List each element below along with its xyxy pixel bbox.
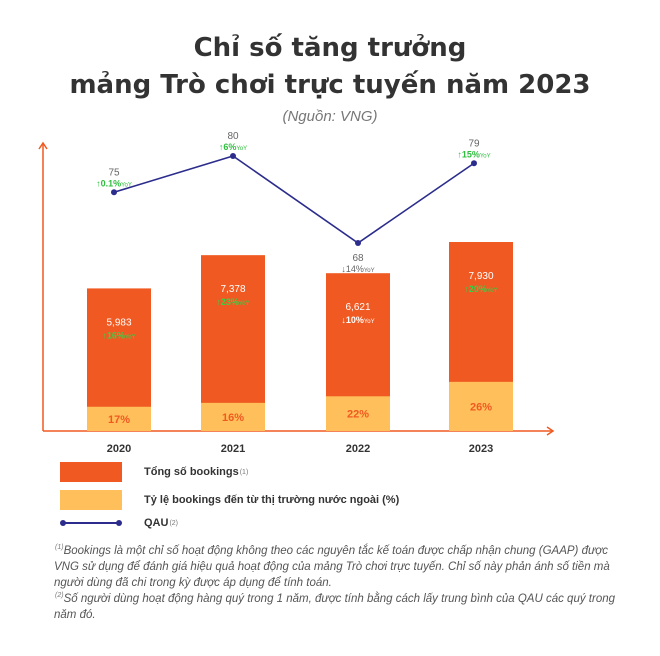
qau-value-label-2020: 75	[108, 167, 120, 178]
bookings-value-label-2020: 5,983	[106, 317, 131, 328]
bookings-value-label-2023: 7,930	[468, 271, 493, 282]
x-axis-arrow	[546, 426, 555, 436]
bar-bookings-2021	[201, 255, 265, 431]
qau-value-label-2023: 79	[468, 138, 480, 149]
legend-item-foreign: Tỷ lệ bookings đến từ thị trường nước ng…	[60, 490, 399, 510]
bar-foreign-2022	[326, 396, 390, 431]
legend-label-qau: QAU	[144, 517, 169, 529]
x-tick-label-2023: 2023	[469, 443, 493, 455]
qau-line	[113, 155, 475, 244]
qau-yoy-label-2023: ↑15%YoY	[457, 149, 490, 159]
qau-point-2021	[230, 153, 236, 159]
bookings-yoy-label-2021: ↑23%YoY	[216, 297, 249, 307]
bookings-yoy-label-2022: ↓10%YoY	[341, 315, 374, 325]
footnote-1-text: Bookings là một chỉ số hoạt động không t…	[54, 544, 610, 589]
chart-title-line-1: Chỉ số tăng trưởng	[193, 33, 467, 63]
bar-foreign-2020	[87, 406, 151, 431]
bookings-yoy-label-2023: ↑20%YoY	[464, 284, 497, 294]
chart-source: (Nguồn: VNG)	[282, 108, 378, 125]
legend-label-bookings: Tổng số bookings	[144, 466, 239, 478]
y-axis-arrow	[38, 141, 48, 150]
qau-value-label-2021: 80	[227, 131, 239, 142]
qau-value-label-2022: 68	[352, 253, 364, 264]
foreign-label-2021: 16%	[222, 412, 244, 424]
legend-item-qau: QAU (2)	[60, 513, 178, 533]
legend-swatch-foreign	[60, 490, 122, 510]
footnote-1: (1)Bookings là một chỉ số hoạt động khôn…	[54, 543, 629, 591]
chart-title-line-2: mảng Trò chơi trực tuyến năm 2023	[69, 70, 591, 100]
x-tick-label-2020: 2020	[107, 443, 131, 455]
bar-foreign-2023	[449, 381, 513, 431]
x-tick-label-2021: 2021	[221, 443, 245, 455]
legend-item-bookings: Tổng số bookings (1)	[60, 462, 248, 482]
footnote-2: (2)Số người dùng hoạt động hàng quý tron…	[54, 591, 629, 624]
qau-yoy-label-2022: ↓14%YoY	[341, 264, 374, 274]
legend-swatch-qau	[60, 513, 122, 533]
foreign-label-2022: 22%	[347, 409, 369, 421]
bookings-value-label-2022: 6,621	[345, 302, 370, 313]
chart-plot: 17% 5,983 ↑16%YoY 2020 16% 7,378 ↑23%YoY 2021 22…	[38, 131, 555, 455]
bar-foreign-2021	[201, 402, 265, 431]
qau-yoy-label-2020: ↑0.1%YoY	[96, 178, 132, 188]
bookings-value-label-2021: 7,378	[220, 284, 245, 295]
qau-point-2020	[111, 189, 117, 196]
foreign-label-2023: 26%	[470, 401, 492, 413]
qau-yoy-label-2021: ↑6%YoY	[219, 142, 247, 152]
legend-sup-bookings: (1)	[239, 468, 249, 476]
bookings-yoy-label-2020: ↑16%YoY	[102, 330, 135, 340]
x-tick-label-2022: 2022	[346, 443, 370, 455]
legend-sup-qau: (2)	[169, 519, 179, 527]
footnotes: (1)Bookings là một chỉ số hoạt động khôn…	[54, 543, 629, 624]
footnote-2-marker: (2)	[55, 592, 64, 600]
foreign-label-2020: 17%	[108, 414, 130, 426]
qau-point-2023	[471, 160, 477, 167]
legend-label-foreign: Tỷ lệ bookings đến từ thị trường nước ng…	[144, 494, 400, 506]
footnote-1-marker: (1)	[55, 544, 64, 551]
legend-swatch-bookings	[60, 462, 122, 482]
qau-point-2022	[355, 240, 361, 246]
footnote-2-text: Số người dùng hoạt động hàng quý trong 1…	[54, 593, 616, 622]
